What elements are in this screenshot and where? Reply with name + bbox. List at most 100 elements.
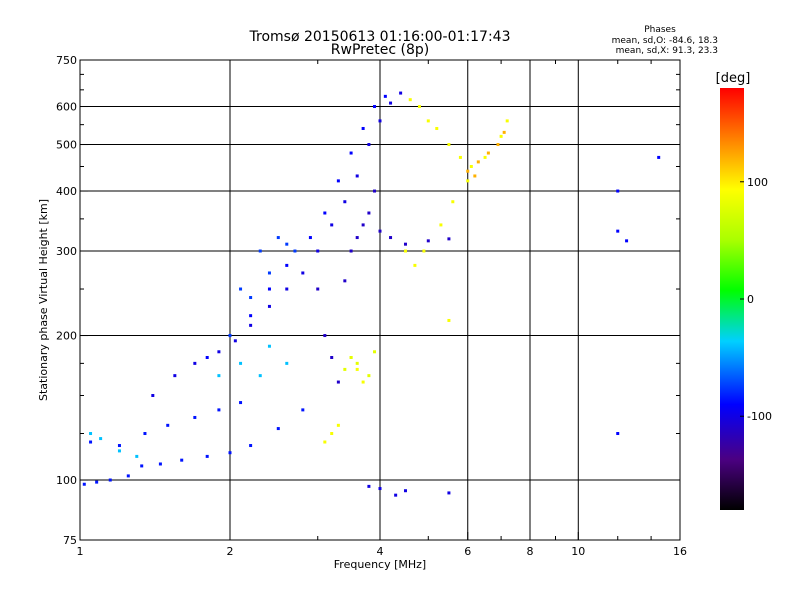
data-point	[439, 223, 443, 227]
data-point	[403, 242, 407, 246]
y-tick-label: 600	[56, 101, 77, 114]
data-point	[447, 143, 451, 147]
data-point	[373, 189, 377, 193]
data-point	[323, 211, 327, 215]
y-tick-label: 750	[56, 54, 77, 67]
data-point	[483, 155, 487, 159]
data-point	[447, 491, 451, 495]
data-point	[355, 174, 359, 178]
data-point	[158, 462, 162, 466]
data-point	[308, 236, 312, 240]
data-point	[166, 423, 170, 427]
y-axis-label: Stationary phase Virtual Height [km]	[37, 199, 50, 401]
data-point	[135, 454, 139, 458]
data-point	[355, 361, 359, 365]
data-point	[422, 249, 426, 253]
data-point	[408, 98, 412, 102]
y-tick-label: 100	[56, 474, 77, 487]
data-point	[486, 151, 490, 155]
y-axis: 75 100 200 300 400 500 600 750	[56, 54, 680, 547]
data-point	[625, 239, 629, 243]
data-point	[89, 440, 93, 444]
data-point	[378, 119, 382, 123]
data-point	[249, 314, 253, 318]
data-point	[82, 482, 86, 486]
data-point	[502, 130, 506, 134]
data-point	[657, 155, 661, 159]
data-point	[476, 160, 480, 164]
data-point	[403, 249, 407, 253]
data-point	[205, 454, 209, 458]
colorbar-tick-label: 100	[747, 176, 768, 189]
data-point	[361, 223, 365, 227]
data-point	[399, 91, 403, 95]
data-point	[505, 119, 509, 123]
colorbar-label: [deg]	[716, 71, 751, 86]
data-point	[249, 323, 253, 327]
colorbar-ticks: 100 0 -100	[740, 176, 772, 423]
data-point	[285, 263, 289, 267]
data-point	[616, 229, 620, 233]
data-point	[336, 179, 340, 183]
data-point	[469, 164, 473, 168]
data-point	[343, 367, 347, 371]
data-point	[258, 249, 262, 253]
x-tick-label: 2	[227, 545, 234, 558]
data-point	[239, 401, 243, 405]
data-point	[205, 355, 209, 359]
data-point	[458, 155, 462, 159]
data-point	[316, 249, 320, 253]
data-point	[267, 304, 271, 308]
data-point	[285, 242, 289, 246]
data-point	[117, 449, 121, 453]
data-point	[355, 367, 359, 371]
data-point	[217, 350, 221, 354]
data-point	[217, 408, 221, 412]
data-point	[383, 94, 387, 98]
data-point	[336, 423, 340, 427]
data-point	[239, 287, 243, 291]
data-point	[330, 223, 334, 227]
data-point	[426, 119, 430, 123]
data-point	[180, 458, 184, 462]
data-point	[451, 200, 455, 204]
x-tick-label: 6	[464, 545, 471, 558]
data-point	[447, 318, 451, 322]
x-tick-label: 4	[377, 545, 384, 558]
data-point	[373, 350, 377, 354]
colorbar-tick-label: -100	[747, 410, 772, 423]
y-tick-label: 200	[56, 330, 77, 343]
stats-line-o: mean, sd,O: -84.6, 18.3	[612, 36, 718, 46]
data-point	[389, 236, 393, 240]
data-point	[330, 432, 334, 436]
data-point	[466, 179, 470, 183]
data-point	[349, 151, 353, 155]
data-point	[228, 451, 232, 455]
y-tick-label: 75	[63, 534, 77, 547]
data-points	[82, 91, 661, 497]
data-point	[349, 355, 353, 359]
data-point	[108, 478, 112, 482]
data-point	[426, 239, 430, 243]
data-point	[496, 143, 500, 147]
data-point	[367, 374, 371, 378]
data-point	[99, 437, 103, 441]
data-point	[228, 334, 232, 338]
data-point	[301, 408, 305, 412]
chart-subtitle: RwPretec (8p)	[331, 42, 429, 58]
data-point	[293, 249, 297, 253]
grid-lines	[80, 60, 680, 540]
data-point	[378, 487, 382, 491]
data-point	[330, 355, 334, 359]
data-point	[499, 134, 503, 138]
data-point	[447, 237, 451, 241]
data-point	[193, 415, 197, 419]
data-point	[378, 229, 382, 233]
data-point	[361, 380, 365, 384]
x-tick-label: 8	[527, 545, 534, 558]
data-point	[367, 211, 371, 215]
data-point	[413, 263, 417, 267]
data-point	[258, 374, 262, 378]
data-point	[466, 169, 470, 173]
